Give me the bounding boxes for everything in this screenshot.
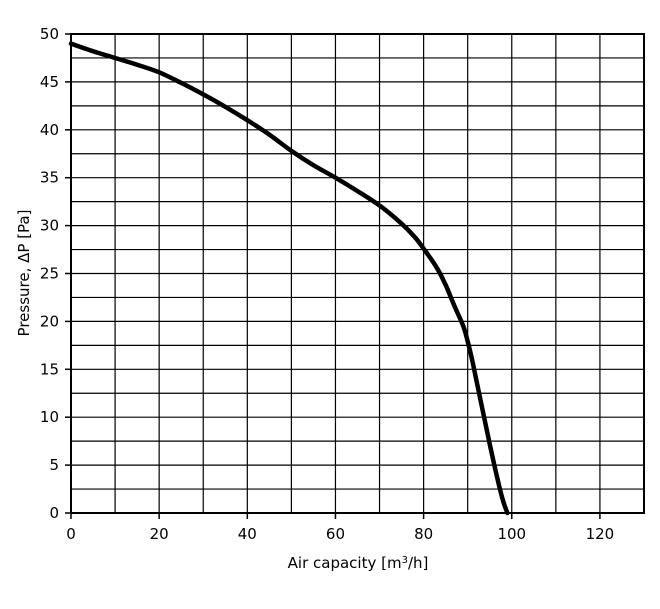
y-axis-title: Pressure, ΔP [Pa] xyxy=(15,210,33,337)
y-tick-label: 0 xyxy=(49,504,59,522)
y-tick-label: 25 xyxy=(40,265,59,283)
x-tick-label: 100 xyxy=(497,525,526,543)
curve-layer xyxy=(68,41,510,516)
y-tick-labels: 0 5 10 15 20 25 30 35 40 45 50 xyxy=(40,25,59,522)
x-axis-title: Air capacity [m3/h] xyxy=(288,554,429,572)
y-tick-label: 5 xyxy=(49,456,59,474)
x-tick-label: 20 xyxy=(150,525,169,543)
y-tick-label: 15 xyxy=(40,360,59,378)
y-tick-label: 50 xyxy=(40,25,59,43)
y-tick-label: 10 xyxy=(40,408,59,426)
pressure-curve xyxy=(68,41,510,516)
y-tick-label: 40 xyxy=(40,121,59,139)
x-tick-label: 120 xyxy=(586,525,615,543)
x-tick-label: 0 xyxy=(66,525,76,543)
grid-lines xyxy=(71,34,644,513)
x-tick-labels: 0 20 40 60 80 100 120 xyxy=(66,525,614,543)
axis-ticks xyxy=(65,33,601,519)
y-tick-label: 35 xyxy=(40,169,59,187)
x-tick-label: 40 xyxy=(238,525,257,543)
y-tick-label: 45 xyxy=(40,73,59,91)
y-tick-label: 30 xyxy=(40,217,59,235)
x-tick-label: 60 xyxy=(326,525,345,543)
x-tick-label: 80 xyxy=(414,525,433,543)
x-axis-title-superscript: 3 xyxy=(402,555,408,566)
y-tick-label: 20 xyxy=(40,312,59,330)
